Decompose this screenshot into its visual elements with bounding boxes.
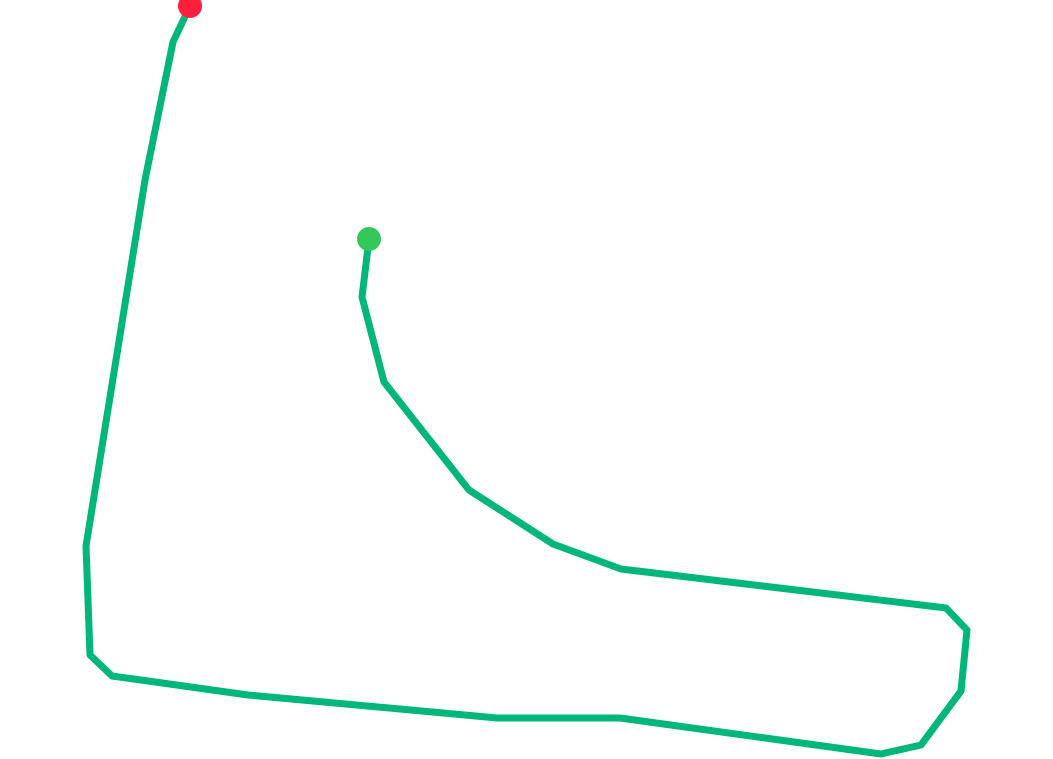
end-point-icon[interactable] (178, 0, 202, 18)
start-point-icon[interactable] (357, 227, 381, 251)
route-path (82, 2, 971, 758)
